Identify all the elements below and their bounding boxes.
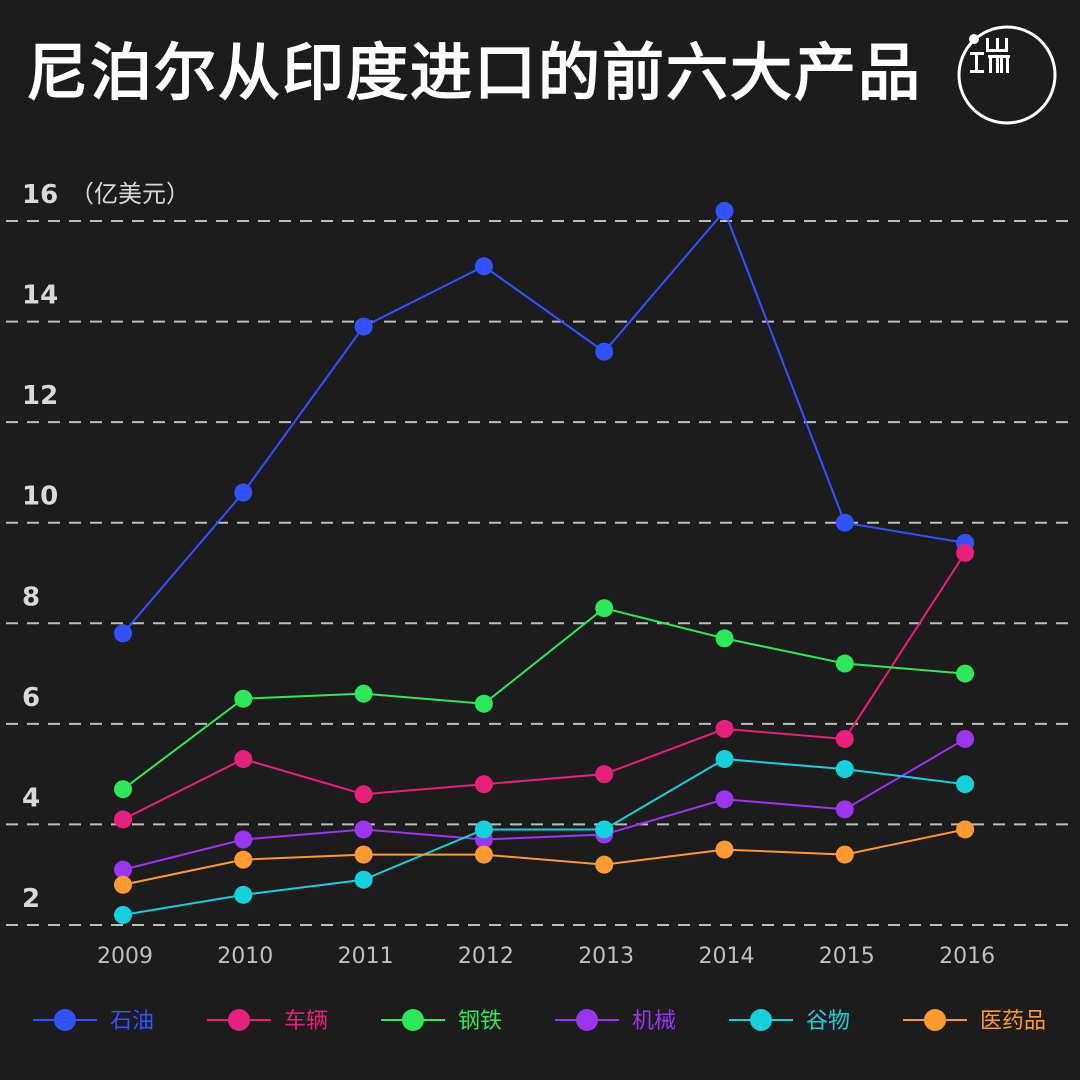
legend-swatch-marker — [750, 1009, 772, 1031]
data-point — [114, 860, 132, 879]
data-point — [234, 689, 253, 708]
data-point — [474, 845, 493, 864]
unit-label: （亿美元） — [70, 180, 190, 208]
legend-swatch-marker — [54, 1009, 76, 1031]
data-point — [354, 684, 373, 703]
legend-swatch-marker — [924, 1009, 946, 1031]
y-tick-label: 16 — [22, 180, 58, 210]
data-point — [595, 765, 614, 784]
series-line — [122, 738, 966, 871]
series-line — [122, 552, 966, 821]
series-line — [122, 758, 966, 916]
series-line — [122, 607, 966, 791]
legend-label: 医药品 — [980, 1009, 1046, 1034]
x-tick-label: 2010 — [217, 944, 273, 969]
x-tick-label: 2016 — [939, 944, 995, 969]
y-tick-label: 6 — [22, 683, 40, 713]
data-point — [234, 830, 253, 849]
data-point — [234, 885, 253, 904]
chart-title: 尼泊尔从印度进口的前六大产品 — [26, 36, 923, 109]
data-point — [715, 750, 734, 769]
legend-label: 机械 — [632, 1009, 676, 1034]
x-tick-label: 2011 — [338, 944, 394, 969]
legend-label: 钢铁 — [458, 1009, 502, 1034]
data-point — [474, 775, 493, 794]
y-tick-label: 12 — [22, 381, 58, 411]
x-tick-label: 2014 — [699, 944, 755, 969]
data-point — [114, 624, 132, 643]
data-point — [474, 820, 493, 839]
data-point — [234, 750, 253, 769]
x-tick-label: 2012 — [458, 944, 514, 969]
data-point — [114, 810, 132, 829]
data-point — [234, 483, 253, 502]
legend-label: 石油 — [110, 1009, 154, 1034]
data-point — [956, 664, 975, 683]
data-point — [595, 342, 614, 361]
data-point — [715, 201, 734, 220]
data-point — [595, 599, 614, 618]
y-tick-label: 4 — [22, 783, 40, 813]
data-point — [956, 543, 975, 562]
data-point — [715, 719, 734, 738]
legend-swatch-marker — [576, 1009, 598, 1031]
data-point — [354, 785, 373, 804]
y-tick-label: 8 — [22, 582, 40, 612]
series-line — [122, 828, 966, 886]
data-point — [715, 629, 734, 648]
data-point — [114, 780, 132, 799]
data-point — [835, 729, 854, 748]
legend-label: 谷物 — [806, 1009, 850, 1034]
series-line — [122, 209, 966, 634]
data-point — [114, 875, 132, 894]
y-tick-label: 14 — [22, 281, 58, 311]
data-point — [354, 820, 373, 839]
data-point — [835, 513, 854, 532]
data-point — [354, 845, 373, 864]
legend-label: 车辆 — [284, 1009, 328, 1034]
y-tick-label: 10 — [22, 482, 58, 512]
data-point — [114, 905, 132, 924]
brand-logo — [957, 25, 1057, 125]
legend-swatch-marker — [402, 1009, 424, 1031]
data-point — [354, 317, 373, 336]
data-point — [715, 790, 734, 809]
data-point — [474, 257, 493, 276]
x-tick-label: 2015 — [819, 944, 875, 969]
data-point — [354, 870, 373, 889]
data-point — [956, 729, 975, 748]
x-tick-label: 2009 — [97, 944, 153, 969]
data-point — [715, 840, 734, 859]
x-tick-label: 2013 — [578, 944, 634, 969]
legend-swatch-marker — [228, 1009, 250, 1031]
data-point — [956, 820, 975, 839]
data-point — [595, 820, 614, 839]
data-point — [595, 855, 614, 874]
data-point — [835, 845, 854, 864]
data-point — [474, 694, 493, 713]
y-tick-label: 2 — [22, 884, 40, 914]
data-point — [835, 760, 854, 779]
data-point — [835, 654, 854, 673]
data-point — [234, 850, 253, 869]
data-point — [835, 800, 854, 819]
data-point — [956, 775, 975, 794]
